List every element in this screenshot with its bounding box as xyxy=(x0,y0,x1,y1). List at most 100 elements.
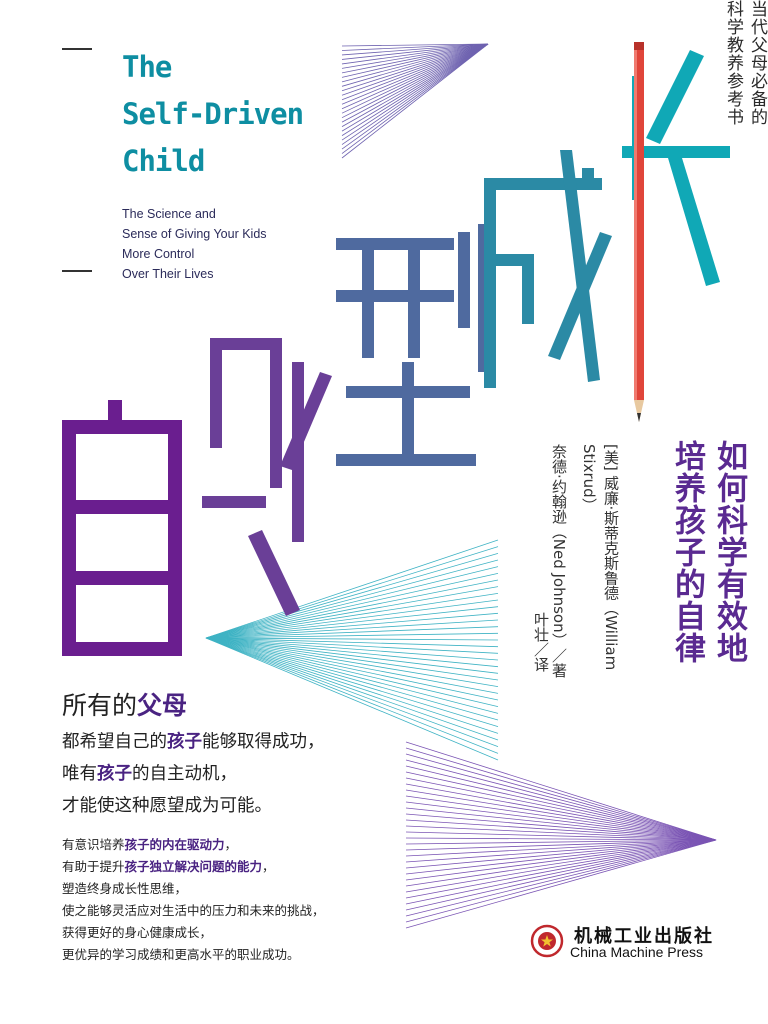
fan-line xyxy=(205,637,499,748)
fan-line xyxy=(405,825,717,841)
fan-line xyxy=(205,637,499,661)
fan-lines-top xyxy=(341,43,489,159)
fan-line xyxy=(405,839,717,899)
fan-line xyxy=(341,43,489,47)
fan-line xyxy=(341,43,489,127)
author-line-1: [美] 威廉·斯蒂克斯鲁德（William Stixrud） xyxy=(580,444,620,671)
title-char-xing xyxy=(336,224,490,466)
publisher-logo-icon xyxy=(530,924,564,958)
slogan-line-3-c: 的自主动机， xyxy=(132,764,237,784)
fan-line xyxy=(405,839,717,869)
chinese-subtitle: 如何科学有效地 培养孩子的自律 xyxy=(668,440,748,690)
fan-line xyxy=(205,592,499,639)
point-1: 有意识培养孩子的内在驱动力， xyxy=(62,834,325,856)
selling-points: 有意识培养孩子的内在驱动力， 有助于提升孩子独立解决问题的能力， 塑造终身成长性… xyxy=(62,834,325,966)
point-2-c: ， xyxy=(262,859,275,874)
slogan-line-3-a: 唯有 xyxy=(62,764,97,784)
fan-line xyxy=(341,43,489,159)
fan-line xyxy=(341,43,489,87)
fan-line xyxy=(205,599,499,639)
fan-line xyxy=(341,43,489,101)
fan-line xyxy=(205,637,499,741)
english-subtitle-line-2: Sense of Giving Your Kids xyxy=(122,227,267,241)
fan-line xyxy=(205,632,499,639)
fan-line xyxy=(341,43,489,65)
fan-lines-middle xyxy=(205,539,499,761)
fan-line xyxy=(405,765,717,841)
publisher-name-en: China Machine Press xyxy=(570,944,704,960)
publisher-name-cn: 机械工业出版社 xyxy=(574,926,714,947)
fan-line xyxy=(205,572,499,639)
chinese-subtitle-column-2: 培养孩子的自律 xyxy=(669,440,705,664)
fan-line xyxy=(341,43,489,69)
fan-line xyxy=(405,753,717,841)
fan-line xyxy=(405,777,717,841)
slogan-line-4: 才能使这种愿望成为可能。 xyxy=(62,796,272,816)
pencil-illustration xyxy=(634,42,644,422)
fan-line xyxy=(205,566,499,639)
fan-line xyxy=(405,795,717,841)
fan-line xyxy=(205,637,499,728)
fan-line xyxy=(341,43,489,119)
english-title-line-2: Self-Driven xyxy=(122,97,304,131)
fan-line xyxy=(405,839,717,911)
fan-line xyxy=(341,43,489,132)
english-title: The Self-Driven Child xyxy=(122,44,304,185)
slogan-lead-prefix: 所有的 xyxy=(62,691,138,720)
fan-line xyxy=(405,819,717,841)
english-title-line-3: Child xyxy=(122,144,205,178)
side-tag-dash-bottom xyxy=(62,270,92,272)
fan-line xyxy=(205,637,499,754)
point-2-b: 孩子独立解决问题的能力 xyxy=(124,859,263,874)
slogan-line-2-c: 能够取得成功， xyxy=(202,732,325,752)
fan-line xyxy=(205,559,499,639)
side-tag-dash-top xyxy=(62,48,92,50)
fan-line xyxy=(405,789,717,841)
author-line-2: 奈德·约翰逊（Ned Johnson）／著 xyxy=(550,444,568,678)
fan-line xyxy=(341,43,489,92)
fan-line xyxy=(341,43,489,136)
fan-line xyxy=(341,43,489,74)
fan-line xyxy=(405,831,717,841)
english-subtitle-line-4: Over Their Lives xyxy=(122,267,214,281)
fan-line xyxy=(205,637,499,734)
fan-line xyxy=(341,43,489,141)
fan-line xyxy=(405,801,717,841)
fan-line xyxy=(405,839,717,881)
fan-line xyxy=(405,839,717,845)
title-char-zi xyxy=(62,400,182,656)
point-2-a: 有助于提升 xyxy=(62,859,125,874)
fan-line xyxy=(405,839,717,887)
authors: [美] 威廉·斯蒂克斯鲁德（William Stixrud） 奈德·约翰逊（Ne… xyxy=(548,444,622,694)
fan-line xyxy=(405,813,717,841)
title-char-qu xyxy=(202,338,332,616)
fan-line xyxy=(341,43,489,96)
fan-lines-bottom xyxy=(405,741,717,929)
fan-line xyxy=(405,759,717,841)
fan-line xyxy=(205,637,499,714)
fan-line xyxy=(205,637,499,694)
fan-line xyxy=(405,839,717,851)
fan-line xyxy=(205,579,499,639)
point-4: 使之能够灵活应对生活中的压力和未来的挑战， xyxy=(62,903,325,918)
fan-line xyxy=(405,839,717,875)
fan-line xyxy=(205,612,499,639)
fan-line xyxy=(205,606,499,639)
fan-line xyxy=(405,839,717,863)
side-tag: 当代父母必备的 科学教养参考书 xyxy=(0,0,768,190)
fan-line xyxy=(405,771,717,841)
fan-line xyxy=(205,619,499,639)
point-3: 塑造终身成长性思维， xyxy=(62,881,188,896)
fan-line xyxy=(405,839,717,857)
slogan-lead: 所有的父母 xyxy=(62,686,325,726)
point-1-c: ， xyxy=(224,837,238,852)
english-subtitle-line-1: The Science and xyxy=(122,207,216,221)
slogan-line-2-b: 孩子 xyxy=(167,732,202,752)
fan-line xyxy=(205,546,499,639)
fan-line xyxy=(341,43,489,51)
fan-line xyxy=(405,839,717,929)
fan-line xyxy=(405,839,717,917)
point-1-b: 孩子的内在驱动力 xyxy=(124,837,225,852)
fan-line xyxy=(205,637,499,721)
